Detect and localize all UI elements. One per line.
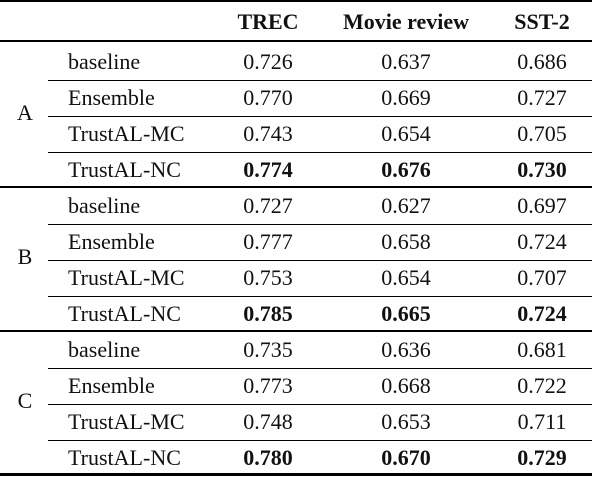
row-separator bbox=[48, 296, 592, 297]
row-separator bbox=[48, 440, 592, 441]
row-separator bbox=[48, 224, 592, 225]
group-separator bbox=[0, 186, 592, 188]
sst2-cell: 0.727 bbox=[517, 85, 567, 110]
movie-review-cell: 0.654 bbox=[381, 265, 431, 290]
sst2-cell-best: 0.730 bbox=[517, 157, 567, 182]
movie-review-cell-best: 0.676 bbox=[381, 157, 431, 182]
method-cell: TrustAL-MC bbox=[68, 265, 185, 290]
method-cell: baseline bbox=[68, 193, 141, 218]
row-separator bbox=[48, 80, 592, 81]
trec-cell-best: 0.780 bbox=[243, 445, 293, 470]
sst2-cell: 0.681 bbox=[517, 337, 567, 362]
sst2-cell: 0.711 bbox=[517, 409, 567, 434]
movie-review-cell: 0.668 bbox=[381, 373, 431, 398]
sst2-cell-best: 0.729 bbox=[517, 445, 567, 470]
trec-cell: 0.770 bbox=[243, 85, 293, 110]
header-rule bbox=[0, 40, 592, 42]
sst2-cell: 0.722 bbox=[517, 373, 567, 398]
movie-review-cell: 0.669 bbox=[381, 85, 431, 110]
trec-cell: 0.735 bbox=[243, 337, 293, 362]
group-label-b: B bbox=[17, 244, 33, 269]
trec-cell: 0.753 bbox=[243, 265, 293, 290]
method-cell: Ensemble bbox=[68, 373, 155, 398]
movie-review-cell: 0.653 bbox=[381, 409, 431, 434]
row-separator bbox=[48, 260, 592, 261]
method-cell: baseline bbox=[68, 337, 141, 362]
method-cell: Ensemble bbox=[68, 229, 155, 254]
trec-cell-best: 0.785 bbox=[243, 301, 293, 326]
trec-cell: 0.743 bbox=[243, 121, 293, 146]
movie-review-cell: 0.637 bbox=[381, 49, 431, 74]
row-separator bbox=[48, 368, 592, 369]
movie-review-cell-best: 0.665 bbox=[381, 301, 431, 326]
movie-review-cell: 0.654 bbox=[381, 121, 431, 146]
group-separator bbox=[0, 330, 592, 332]
sst2-cell: 0.724 bbox=[517, 229, 567, 254]
trec-cell: 0.726 bbox=[243, 49, 293, 74]
movie-review-cell: 0.627 bbox=[381, 193, 431, 218]
method-cell: TrustAL-NC bbox=[68, 301, 181, 326]
row-separator bbox=[48, 116, 592, 117]
trec-cell: 0.727 bbox=[243, 193, 293, 218]
method-cell: Ensemble bbox=[68, 85, 155, 110]
movie-review-cell-best: 0.670 bbox=[381, 445, 431, 470]
trec-cell: 0.777 bbox=[243, 229, 293, 254]
trec-cell: 0.748 bbox=[243, 409, 293, 434]
trec-cell-best: 0.774 bbox=[243, 157, 293, 182]
method-cell: TrustAL-MC bbox=[68, 409, 185, 434]
sst2-cell: 0.705 bbox=[517, 121, 567, 146]
method-cell: TrustAL-NC bbox=[68, 157, 181, 182]
group-label-a: A bbox=[17, 100, 33, 125]
header-movie-review: Movie review bbox=[342, 9, 470, 34]
header-trec: TREC bbox=[237, 9, 299, 34]
header-sst2: SST-2 bbox=[514, 9, 570, 34]
method-cell: TrustAL-MC bbox=[68, 121, 185, 146]
sst2-cell: 0.707 bbox=[517, 265, 567, 290]
movie-review-cell: 0.658 bbox=[381, 229, 431, 254]
sst2-cell: 0.697 bbox=[517, 193, 567, 218]
row-separator bbox=[48, 404, 592, 405]
movie-review-cell: 0.636 bbox=[381, 337, 431, 362]
method-cell: baseline bbox=[68, 49, 141, 74]
top-rule bbox=[0, 0, 592, 2]
bottom-rule bbox=[0, 473, 592, 476]
group-label-c: C bbox=[17, 388, 33, 413]
method-cell: TrustAL-NC bbox=[68, 445, 181, 470]
row-separator bbox=[48, 152, 592, 153]
trec-cell: 0.773 bbox=[243, 373, 293, 398]
sst2-cell-best: 0.724 bbox=[517, 301, 567, 326]
sst2-cell: 0.686 bbox=[517, 49, 567, 74]
